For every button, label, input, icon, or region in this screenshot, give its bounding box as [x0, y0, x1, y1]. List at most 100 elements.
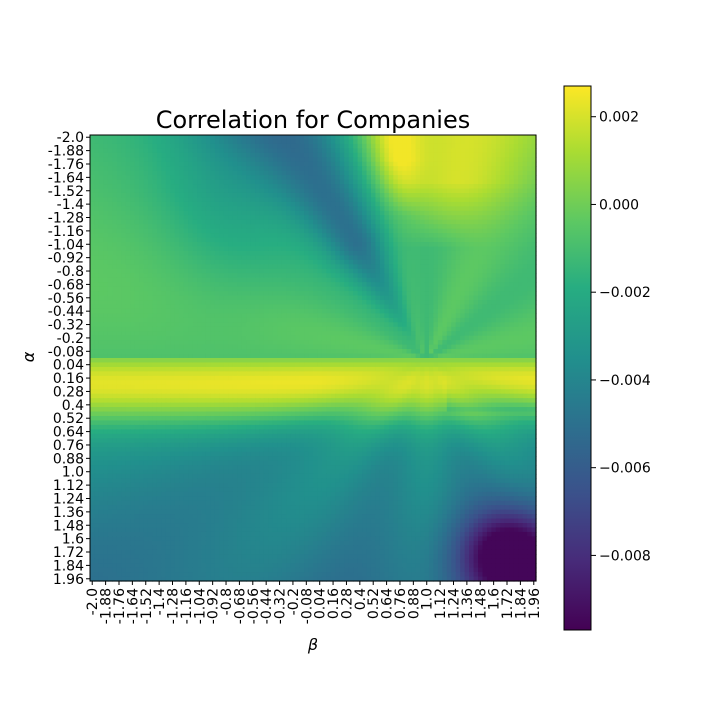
- heatmap-cell: [295, 184, 300, 189]
- heatmap-cell: [300, 135, 305, 140]
- heatmap-cell: [237, 287, 242, 292]
- heatmap-cell: [282, 157, 287, 162]
- heatmap-cell: [237, 273, 242, 278]
- heatmap-cell: [291, 202, 296, 207]
- heatmap-cell: [103, 148, 108, 153]
- heatmap-cell: [264, 220, 269, 225]
- heatmap-cell: [514, 229, 519, 234]
- heatmap-cell: [300, 260, 305, 265]
- heatmap-cell: [112, 175, 117, 180]
- heatmap-cell: [224, 193, 229, 198]
- heatmap-cell: [175, 202, 180, 207]
- heatmap-cell: [523, 193, 528, 198]
- heatmap-cell: [121, 215, 126, 220]
- heatmap-cell: [358, 255, 363, 260]
- heatmap-cell: [371, 233, 376, 238]
- heatmap-cell: [277, 184, 282, 189]
- heatmap-cell: [482, 211, 487, 216]
- heatmap-cell: [429, 309, 434, 314]
- heatmap-cell: [438, 197, 443, 202]
- heatmap-cell: [193, 242, 198, 247]
- heatmap-cell: [482, 354, 487, 359]
- heatmap-cell: [184, 206, 189, 211]
- heatmap-cell: [112, 296, 117, 301]
- heatmap-cell: [273, 318, 278, 323]
- heatmap-cell: [500, 144, 505, 149]
- heatmap-cell: [402, 336, 407, 341]
- heatmap-cell: [215, 300, 220, 305]
- heatmap-cell: [175, 171, 180, 176]
- heatmap-cell: [384, 264, 389, 269]
- heatmap-cell: [478, 184, 483, 189]
- heatmap-cell: [152, 349, 157, 354]
- heatmap-cell: [255, 220, 260, 225]
- heatmap-cell: [367, 340, 372, 345]
- heatmap-cell: [139, 193, 144, 198]
- heatmap-cell: [411, 287, 416, 292]
- heatmap-cell: [286, 331, 291, 336]
- heatmap-cell: [451, 157, 456, 162]
- heatmap-cell: [228, 345, 233, 350]
- heatmap-cell: [496, 255, 501, 260]
- heatmap-cell: [157, 175, 162, 180]
- heatmap-cell: [527, 175, 532, 180]
- heatmap-cell: [242, 296, 247, 301]
- heatmap-cell: [411, 349, 416, 354]
- heatmap-cell: [259, 327, 264, 332]
- heatmap-cell: [371, 242, 376, 247]
- heatmap-cell: [474, 175, 479, 180]
- heatmap-cell: [474, 300, 479, 305]
- heatmap-cell: [184, 157, 189, 162]
- heatmap-cell: [527, 144, 532, 149]
- heatmap-cell: [215, 233, 220, 238]
- heatmap-cell: [353, 264, 358, 269]
- heatmap-cell: [166, 327, 171, 332]
- heatmap-cell: [273, 300, 278, 305]
- heatmap-cell: [130, 278, 135, 283]
- heatmap-cell: [425, 202, 430, 207]
- heatmap-cell: [273, 264, 278, 269]
- heatmap-cell: [340, 153, 345, 158]
- heatmap-cell: [255, 215, 260, 220]
- heatmap-cell: [130, 322, 135, 327]
- heatmap-cell: [188, 300, 193, 305]
- heatmap-cell: [135, 148, 140, 153]
- heatmap-cell: [135, 313, 140, 318]
- heatmap-cell: [259, 287, 264, 292]
- heatmap-cell: [500, 322, 505, 327]
- heatmap-cell: [268, 309, 273, 314]
- heatmap-cell: [380, 193, 385, 198]
- heatmap-cell: [179, 322, 184, 327]
- heatmap-cell: [157, 251, 162, 256]
- heatmap-cell: [228, 322, 233, 327]
- heatmap-cell: [438, 206, 443, 211]
- heatmap-cell: [478, 220, 483, 225]
- heatmap-cell: [353, 153, 358, 158]
- heatmap-cell: [358, 184, 363, 189]
- heatmap-cell: [416, 153, 421, 158]
- heatmap-cell: [90, 269, 95, 274]
- heatmap-cell: [509, 349, 514, 354]
- heatmap-cell: [407, 296, 412, 301]
- heatmap-cell: [304, 255, 309, 260]
- heatmap-cell: [487, 175, 492, 180]
- heatmap-cell: [482, 349, 487, 354]
- heatmap-cell: [416, 175, 421, 180]
- heatmap-cell: [242, 336, 247, 341]
- heatmap-cell: [358, 238, 363, 243]
- heatmap-cell: [259, 153, 264, 158]
- heatmap-cell: [447, 296, 452, 301]
- heatmap-cell: [442, 340, 447, 345]
- heatmap-cell: [469, 269, 474, 274]
- heatmap-cell: [353, 260, 358, 265]
- heatmap-cell: [313, 175, 318, 180]
- heatmap-cell: [402, 184, 407, 189]
- heatmap-cell: [433, 215, 438, 220]
- heatmap-cell: [331, 300, 336, 305]
- heatmap-cell: [465, 251, 470, 256]
- heatmap-cell: [505, 184, 510, 189]
- heatmap-cell: [144, 220, 149, 225]
- heatmap-cell: [117, 171, 122, 176]
- heatmap-cell: [219, 166, 224, 171]
- heatmap-cell: [335, 282, 340, 287]
